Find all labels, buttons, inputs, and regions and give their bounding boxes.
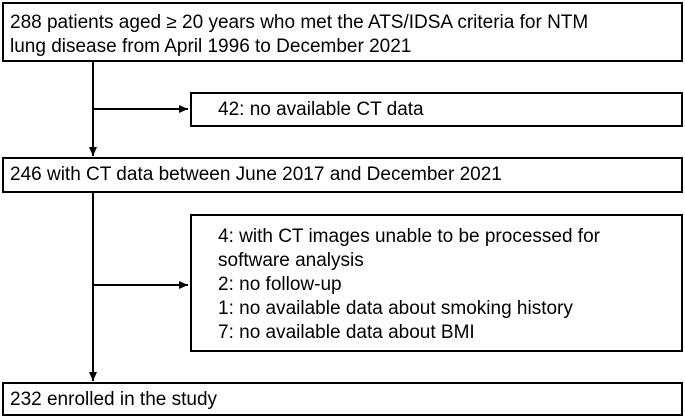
node-text: 246 with CT data between June 2017 and D… — [10, 164, 502, 185]
exclusion-box: 42: no available CT data — [190, 92, 683, 127]
node-box: 232 enrolled in the study — [2, 382, 683, 416]
exclusion-item: 2: no follow-up — [218, 274, 342, 295]
node-text: 232 enrolled in the study — [10, 389, 218, 410]
exclusion-item: 7: no available data about BMI — [218, 322, 475, 343]
exclusion-item: 4: with CT images unable to be processed… — [218, 226, 600, 271]
node-box: 246 with CT data between June 2017 and D… — [2, 157, 683, 193]
exclusion-item: 1: no available data about smoking histo… — [218, 298, 573, 319]
node-text: 288 patients aged ≥ 20 years who met the… — [10, 12, 589, 33]
exclusion-item: 42: no available CT data — [218, 99, 424, 120]
exclusion-box: 4: with CT images unable to be processed… — [190, 214, 683, 352]
node-text: lung disease from April 1996 to December… — [10, 36, 412, 57]
node-box: 288 patients aged ≥ 20 years who met the… — [2, 2, 683, 62]
